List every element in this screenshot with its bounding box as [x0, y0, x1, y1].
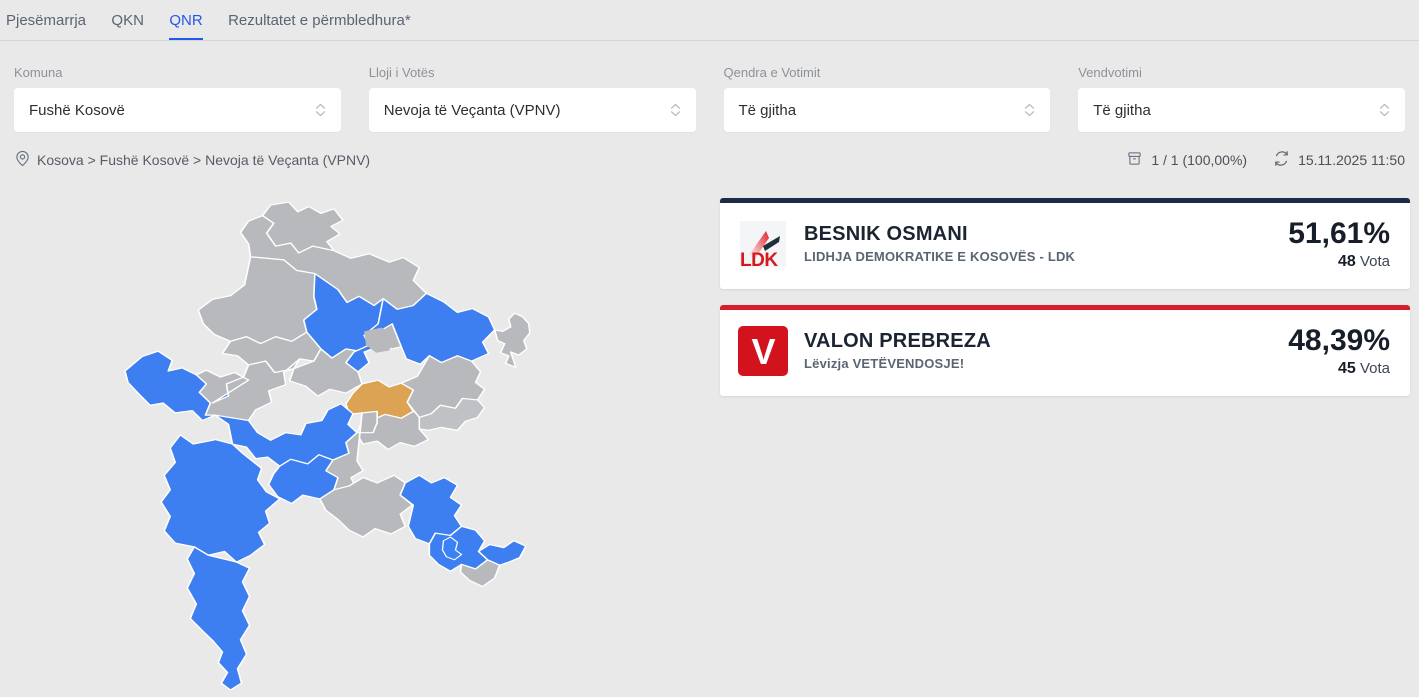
svg-text:LDK: LDK [740, 250, 778, 269]
svg-text:V: V [751, 331, 775, 372]
